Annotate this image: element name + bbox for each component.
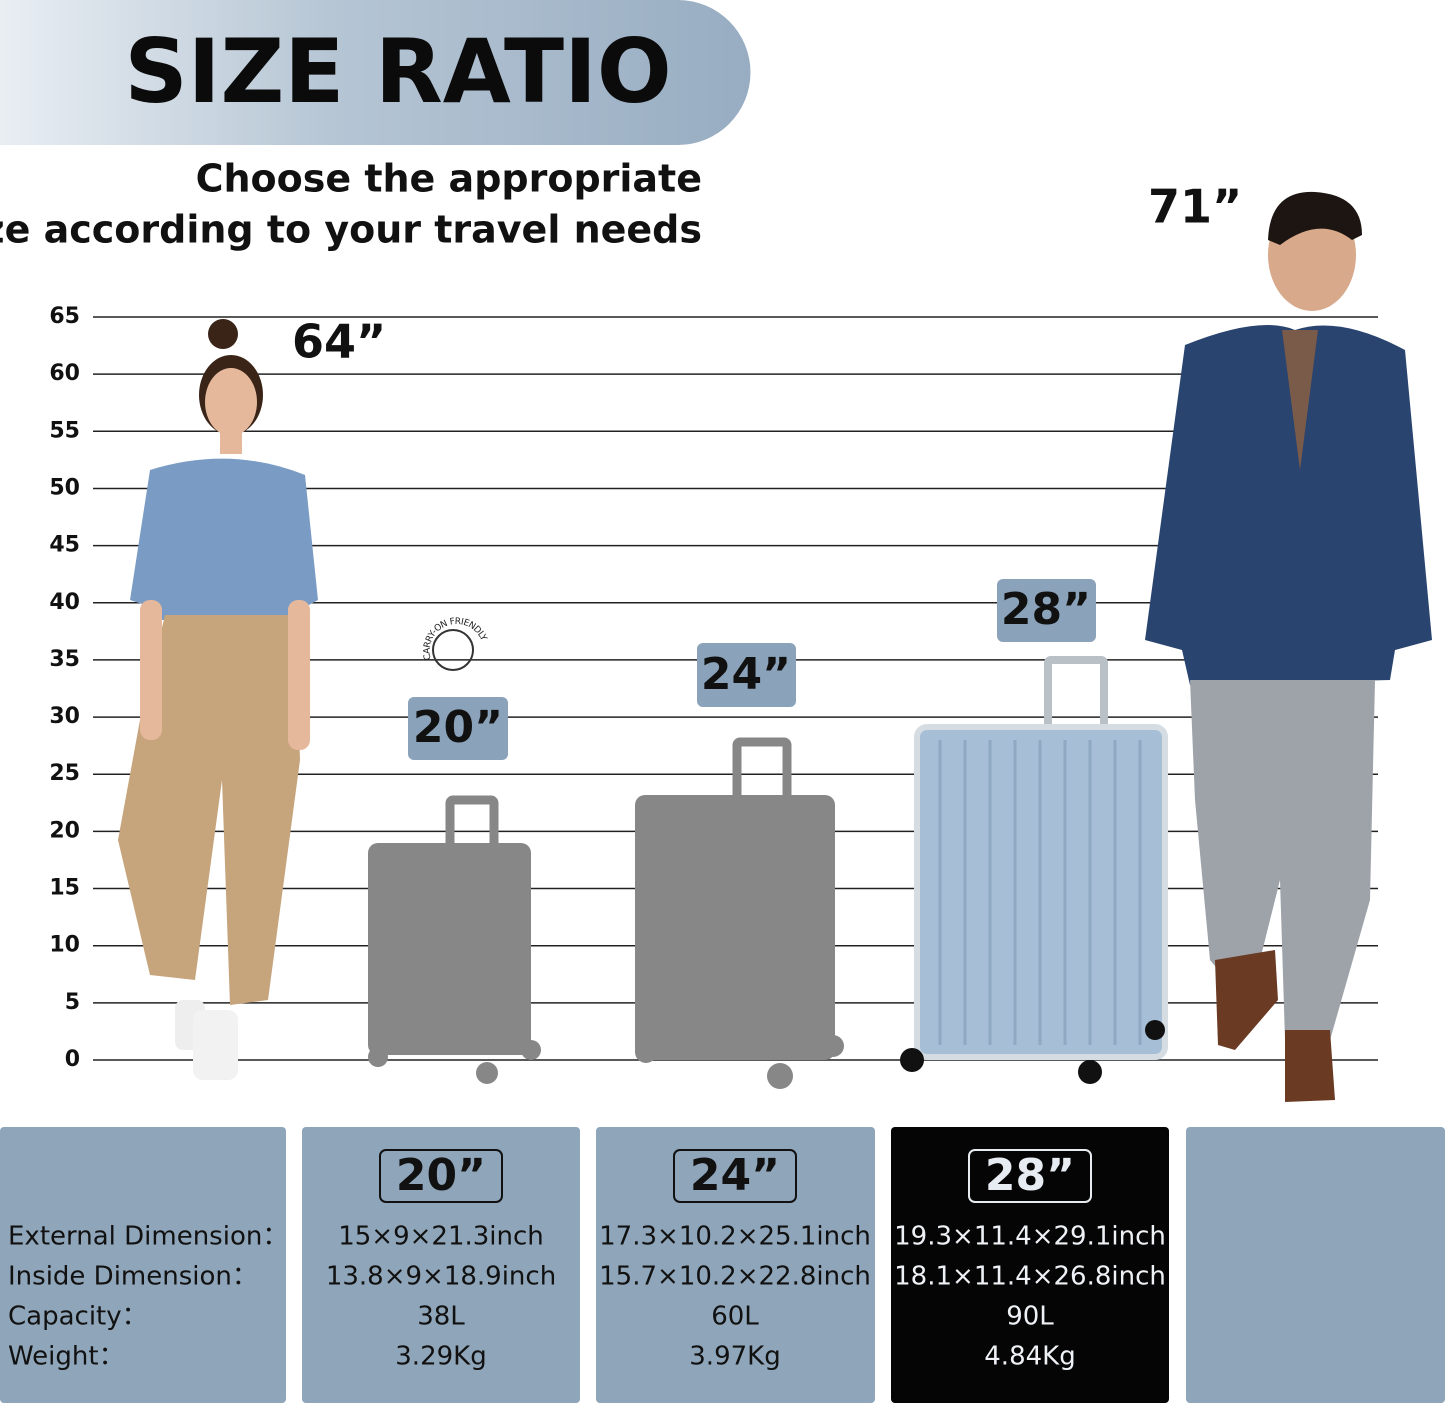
suitcase-28 [900,656,1168,1084]
tick-label: 0 [65,1047,80,1072]
tick-label: 50 [49,475,80,500]
tick-label: 20 [49,818,80,843]
spec-value: 19.3×11.4×29.1inch [894,1222,1166,1252]
woman-figure [118,319,318,1080]
subtitle-line: size according to your travel needs [0,208,702,252]
tick-label: 25 [49,761,80,786]
spec-value: 3.29Kg [395,1342,486,1372]
header-banner [0,0,751,145]
tick-label: 40 [49,590,80,615]
spec-value: 13.8×9×18.9inch [326,1262,556,1292]
title: SIZE RATIO [124,20,671,123]
size-tag-label: 28” [1001,584,1091,635]
tick-label: 15 [49,876,80,901]
tick-label: 60 [49,361,80,386]
size-box [968,1149,1092,1203]
tick-label: 10 [49,933,80,958]
tick-label: 35 [49,647,80,672]
badge-text-path: CARRY-ON FRIENDLY [422,616,489,661]
size-tag [997,579,1096,642]
table-panel [1186,1127,1445,1403]
spec-value: 15.7×10.2×22.8inch [599,1262,871,1292]
height-label: 64” [292,315,386,369]
spec-value: 60L [711,1302,759,1332]
suitcase-20 [368,795,541,1084]
row-label: Weight： [8,1342,125,1372]
size-label: 28” [985,1150,1075,1201]
size-tag-label: 24” [701,649,791,700]
size-tag-label: 20” [413,702,503,753]
spec-value: 90L [1006,1302,1054,1332]
man-figure [1145,191,1432,1102]
tick-label: 45 [49,533,80,558]
spec-table: External Dimension： Inside Dimension： Capa… [8,1149,1166,1372]
carry-on-badge: CARRY-ON FRIENDLY [422,616,489,671]
size-tag [408,697,508,760]
table-panel [891,1127,1169,1403]
row-label: Capacity： [8,1302,148,1332]
size-box [379,1149,503,1203]
spec-value: 4.84Kg [984,1342,1075,1372]
size-label: 24” [690,1150,780,1201]
table-panel [302,1127,580,1403]
tick-label: 55 [49,418,80,443]
tick-label: 5 [65,990,80,1015]
height-label: 71” [1148,180,1242,234]
table-panel [596,1127,875,1403]
spec-value: 17.3×10.2×25.1inch [599,1222,871,1252]
spec-value: 15×9×21.3inch [338,1222,544,1252]
tick-label: 30 [49,704,80,729]
subtitle-line: Choose the appropriate [196,157,702,201]
spec-value: 18.1×11.4×26.8inch [894,1262,1166,1292]
size-label: 20” [396,1150,486,1201]
spec-value: 3.97Kg [689,1342,780,1372]
badge-text: CARRY-ON FRIENDLY [422,616,489,661]
tick-label: 65 [49,304,80,329]
size-box [673,1149,797,1203]
suitcase-24 [635,737,844,1089]
row-label: External Dimension： [8,1222,288,1252]
table-panel [0,1127,286,1403]
size-tag [697,643,796,707]
spec-value: 38L [417,1302,465,1332]
row-label: Inside Dimension： [8,1262,258,1292]
